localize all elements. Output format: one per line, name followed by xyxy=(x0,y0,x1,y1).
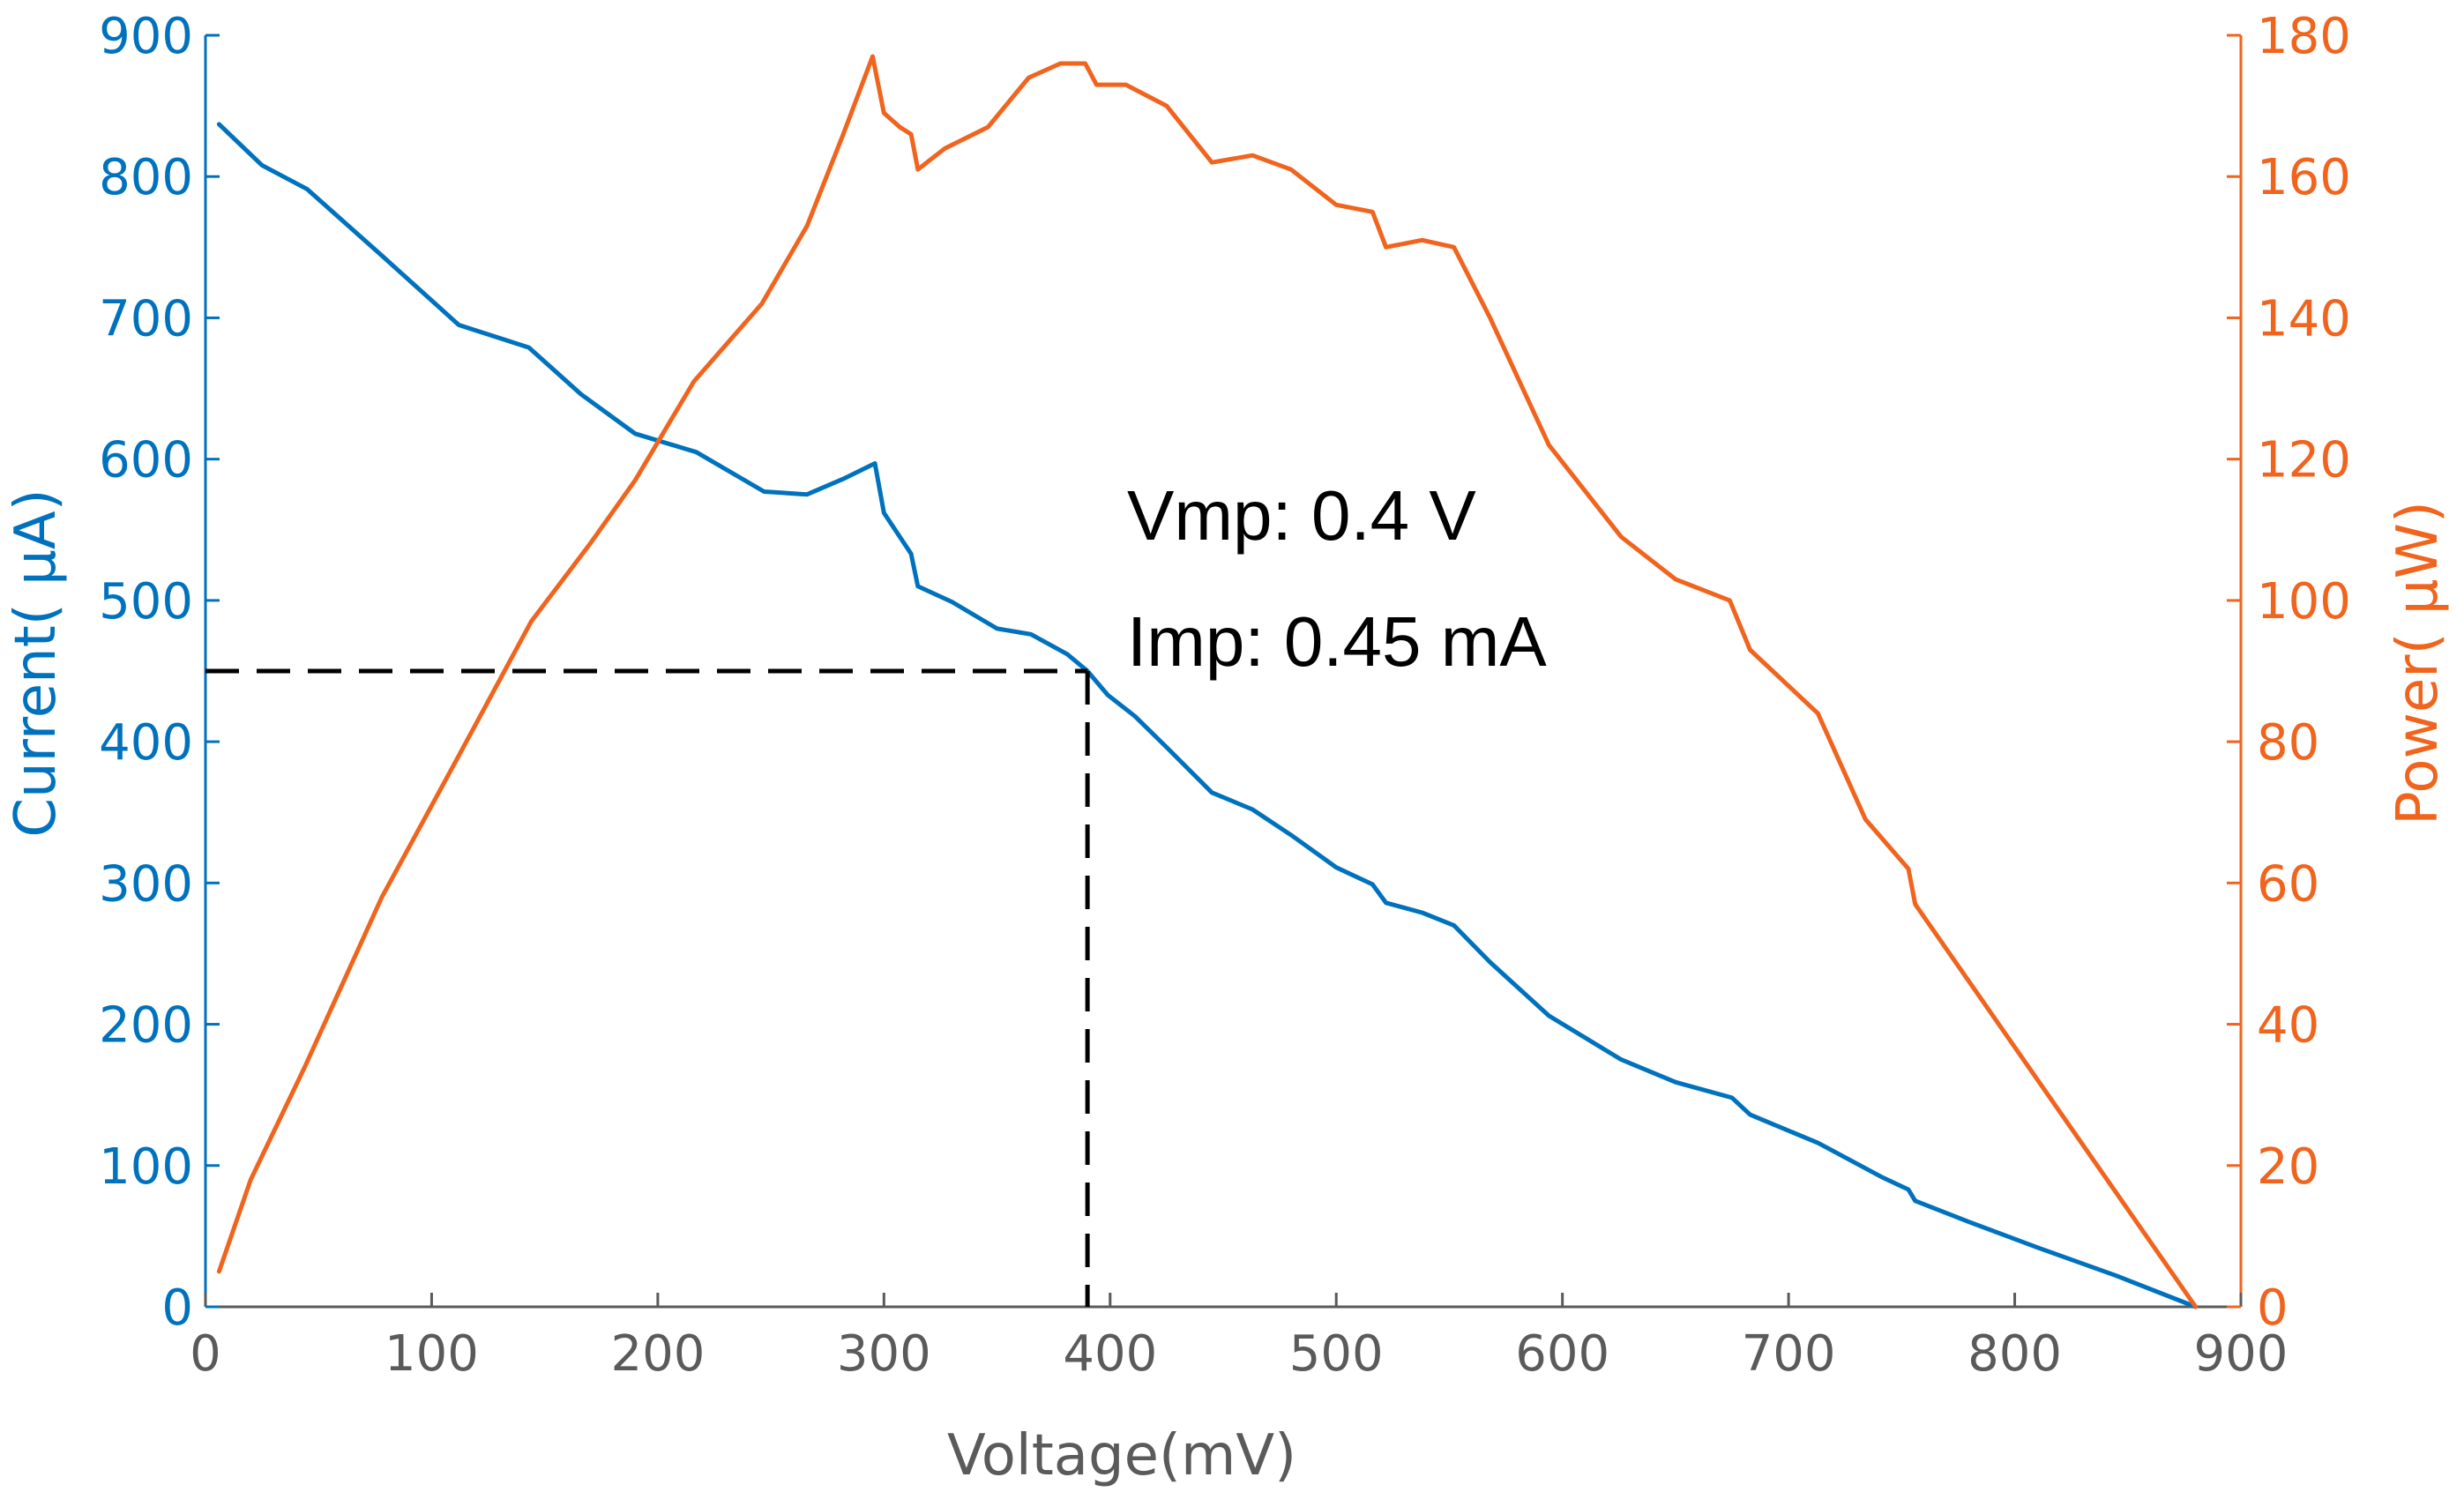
y-left-tick-label: 600 xyxy=(99,432,193,489)
series-group xyxy=(216,54,2199,1309)
y-axis-left-label: Current( μA) xyxy=(4,489,69,837)
y-left-tick-label: 700 xyxy=(99,290,193,347)
y-right-tick-label: 20 xyxy=(2257,1138,2319,1196)
y-left-tick-label: 200 xyxy=(99,997,193,1055)
series-line-current xyxy=(216,122,2199,1309)
y-axis-right-label: Power( μW) xyxy=(2386,501,2451,825)
y-left-tick-label: 800 xyxy=(99,149,193,206)
x-tick-label: 500 xyxy=(1289,1325,1384,1383)
x-tick-label: 0 xyxy=(190,1325,221,1383)
x-tick-label: 600 xyxy=(1515,1325,1609,1383)
y-left-tick-label: 0 xyxy=(161,1279,193,1337)
x-tick-label: 300 xyxy=(837,1325,931,1383)
x-tick-label: 800 xyxy=(1967,1325,2062,1383)
y-right-tick-label: 160 xyxy=(2257,149,2351,206)
y-right-tick-label: 60 xyxy=(2257,855,2319,913)
guide-lines-group xyxy=(205,668,1090,1307)
y-right-tick-label: 120 xyxy=(2257,432,2351,489)
y-left-tick-label: 900 xyxy=(99,8,193,65)
y-right-tick-label: 80 xyxy=(2257,714,2319,772)
y-left-tick-label: 400 xyxy=(99,714,193,772)
y-left-tick-label: 100 xyxy=(99,1138,193,1196)
y-left-tick-label: 300 xyxy=(99,855,193,913)
series-line-power xyxy=(216,54,2199,1309)
ticks-group: 0 100 200 300 400 500 600 700 800 900010020030040… xyxy=(99,8,2351,1383)
y-right-tick-label: 140 xyxy=(2257,290,2351,347)
annotation-imp: Imp: 0.45 mA xyxy=(1127,602,1547,681)
y-right-tick-label: 40 xyxy=(2257,997,2319,1055)
x-tick-label: 100 xyxy=(385,1325,479,1383)
annotation-vmp: Vmp: 0.4 V xyxy=(1127,476,1476,555)
x-tick-label: 400 xyxy=(1063,1325,1157,1383)
x-tick-label: 200 xyxy=(610,1325,705,1383)
y-right-tick-label: 180 xyxy=(2257,8,2351,65)
x-axis-label: Voltage(mV) xyxy=(947,1423,1296,1488)
y-left-tick-label: 500 xyxy=(99,573,193,630)
y-right-tick-label: 100 xyxy=(2257,573,2351,630)
x-tick-label: 700 xyxy=(1742,1325,1836,1383)
x-tick-label: 900 xyxy=(2194,1325,2289,1383)
y-right-tick-label: 0 xyxy=(2257,1279,2289,1337)
